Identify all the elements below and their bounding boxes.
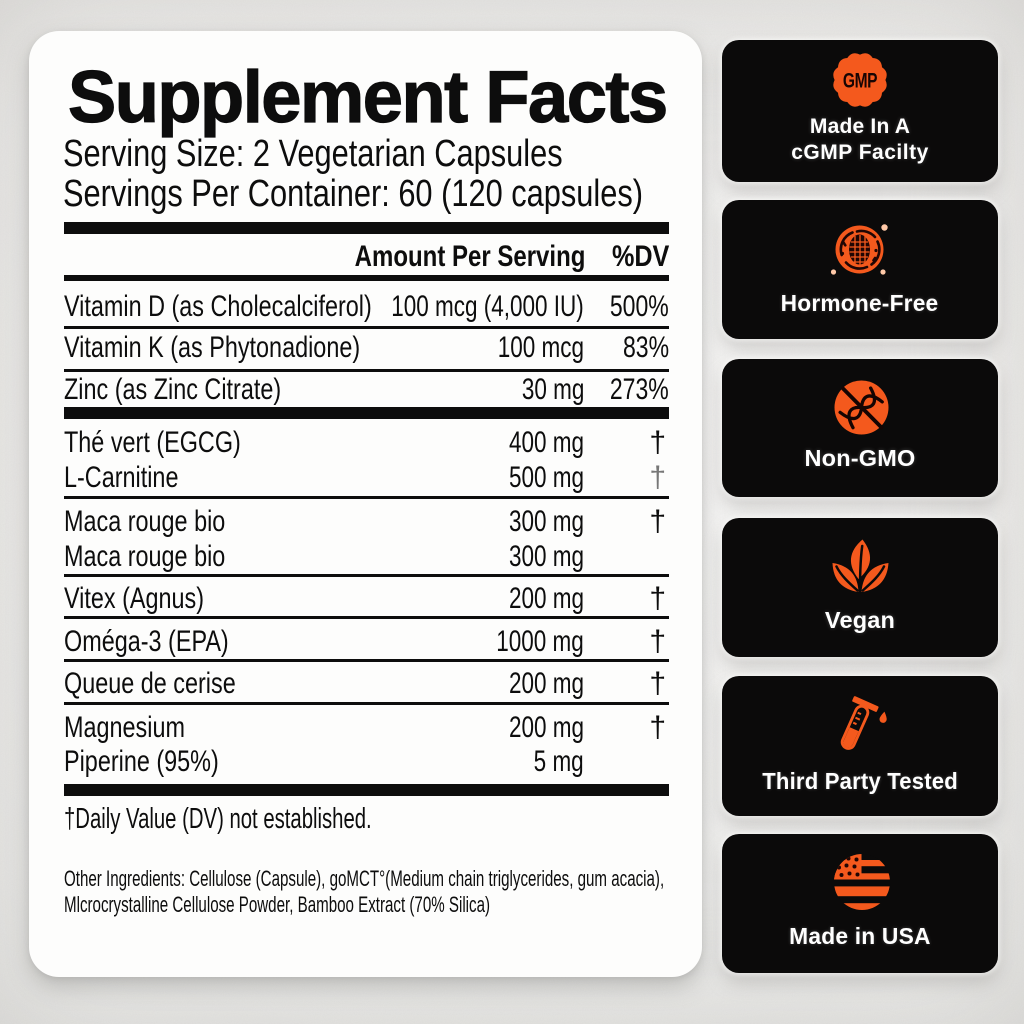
svg-text:GMP: GMP <box>843 68 877 92</box>
